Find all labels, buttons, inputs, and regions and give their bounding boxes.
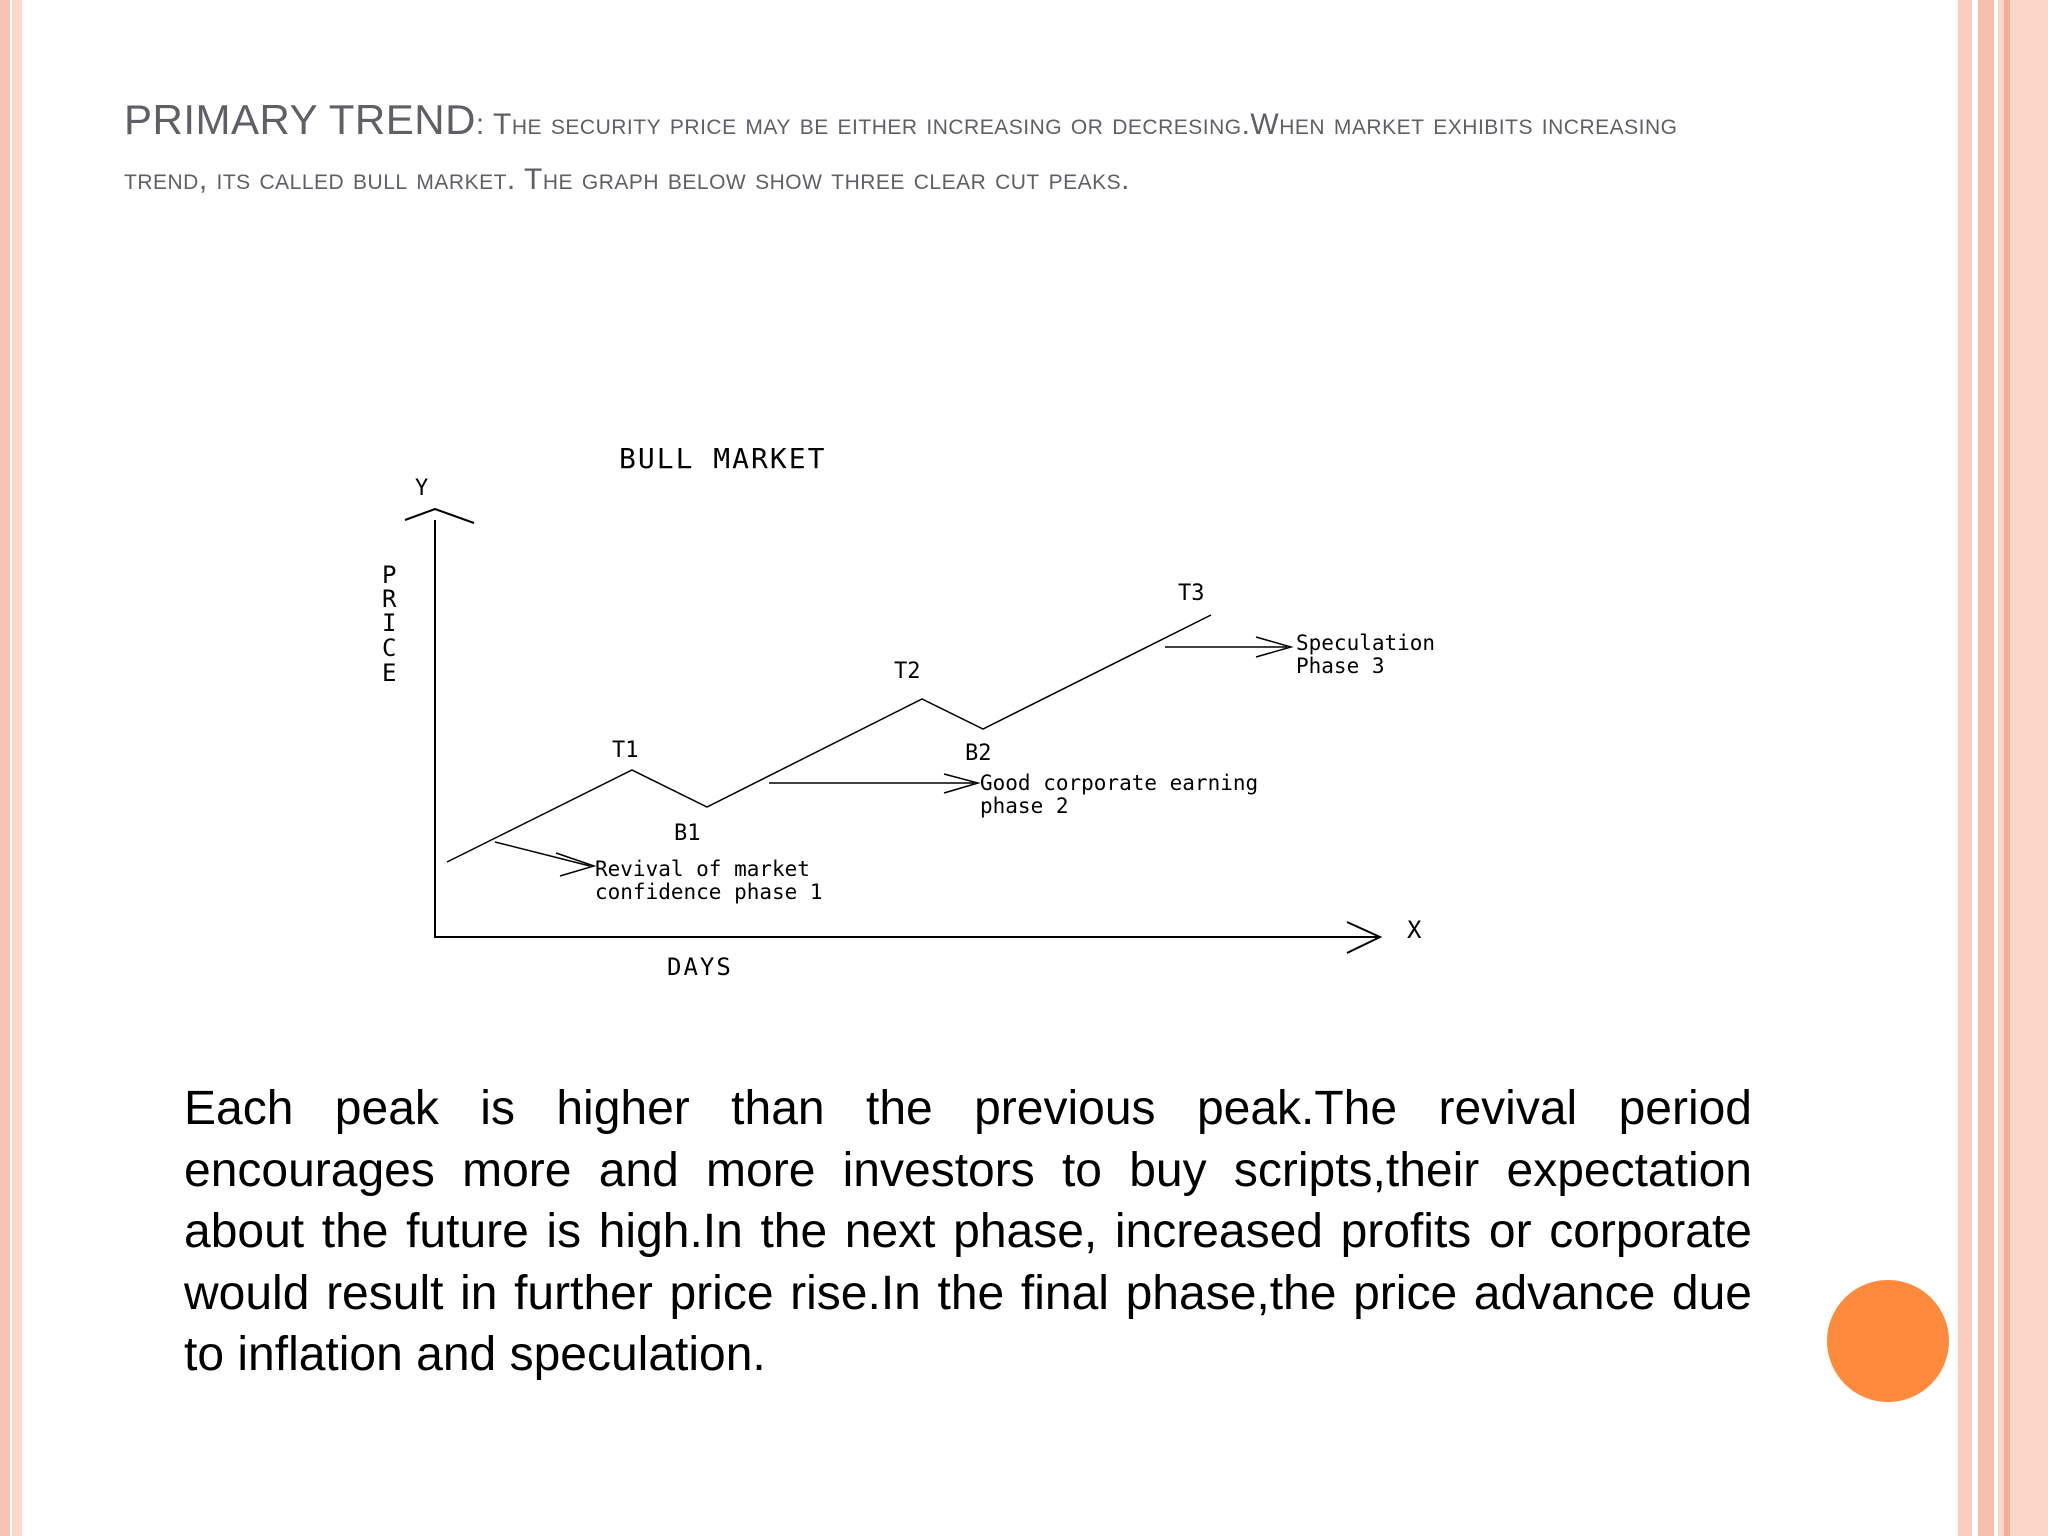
- title-lead: PRIMARY TREND: [124, 96, 476, 143]
- peak-label-t3: T3: [1178, 581, 1205, 606]
- border-stripe-right-inner: [1958, 0, 1972, 1536]
- phase3-label-line2: Phase 3: [1296, 654, 1385, 678]
- title-rest: The security price may be either increas…: [124, 108, 1678, 196]
- price-letter-i: I: [382, 609, 396, 637]
- price-trend-line: [446, 614, 1212, 863]
- bottom-label-b2: B2: [965, 741, 992, 766]
- bottom-label-b1: B1: [674, 821, 701, 846]
- slide-title: PRIMARY TREND: The security price may be…: [124, 92, 1764, 207]
- phase2-label-line1: Good corporate earning: [980, 771, 1258, 795]
- border-stripe-right-line: [2004, 0, 2010, 1536]
- x-axis-arrowhead: [1346, 921, 1383, 954]
- border-stripe-left-inner: [12, 0, 22, 1536]
- price-letter-c: C: [382, 634, 396, 662]
- phase1-label-line1: Revival of market: [595, 857, 810, 881]
- price-letter-p: P: [382, 561, 396, 589]
- x-axis-label: DAYS: [667, 953, 733, 981]
- peak-label-t1: T1: [612, 738, 639, 763]
- slide-body-text: Each peak is higher than the previous pe…: [184, 1082, 1752, 1381]
- phase2-arrowhead: [943, 773, 981, 794]
- border-stripe-left: [0, 0, 10, 1536]
- price-letter-r: R: [382, 585, 397, 613]
- phase3-arrowhead: [1255, 636, 1294, 658]
- y-axis-arrowhead: [404, 507, 475, 524]
- orange-circle-decoration: [1827, 1280, 1949, 1402]
- phase2-label-line2: phase 2: [980, 794, 1069, 818]
- x-axis-letter: X: [1407, 916, 1422, 944]
- peak-label-t2: T2: [894, 659, 921, 684]
- y-axis-letter: Y: [415, 476, 428, 501]
- title-colon: :: [475, 108, 485, 141]
- border-stripe-right-middle: [1978, 0, 1994, 1536]
- phase1-label-line2: confidence phase 1: [595, 880, 823, 904]
- phase1-arrowhead: [555, 852, 597, 877]
- phase1-arrow: [494, 841, 591, 867]
- phase3-label-line1: Speculation: [1296, 631, 1435, 655]
- price-letter-e: E: [382, 659, 396, 687]
- diagram-title: BULL MARKET: [619, 442, 826, 475]
